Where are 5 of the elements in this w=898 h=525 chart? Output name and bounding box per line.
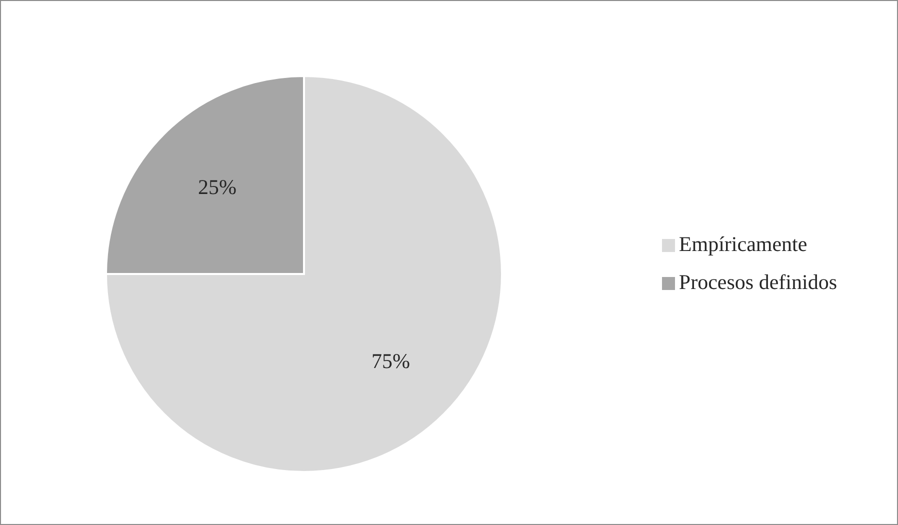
data-label: 25%	[198, 175, 236, 200]
pie-slice	[105, 75, 503, 473]
legend-label: Procesos definidos	[678, 270, 837, 294]
legend-label: Empíricamente	[678, 232, 808, 256]
data-label: 75%	[372, 348, 410, 373]
